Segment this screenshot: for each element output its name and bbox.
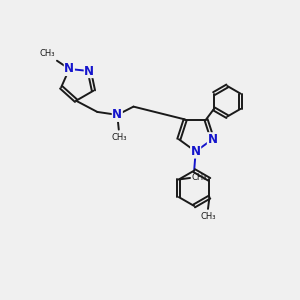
Text: N: N bbox=[190, 145, 201, 158]
Text: CH₃: CH₃ bbox=[111, 133, 127, 142]
Text: CH₃: CH₃ bbox=[191, 173, 207, 182]
Text: N: N bbox=[207, 133, 218, 146]
Text: CH₃: CH₃ bbox=[200, 212, 216, 221]
Text: CH₃: CH₃ bbox=[39, 50, 55, 58]
Text: N: N bbox=[112, 108, 122, 122]
Text: N: N bbox=[64, 62, 74, 76]
Text: N: N bbox=[84, 64, 94, 78]
